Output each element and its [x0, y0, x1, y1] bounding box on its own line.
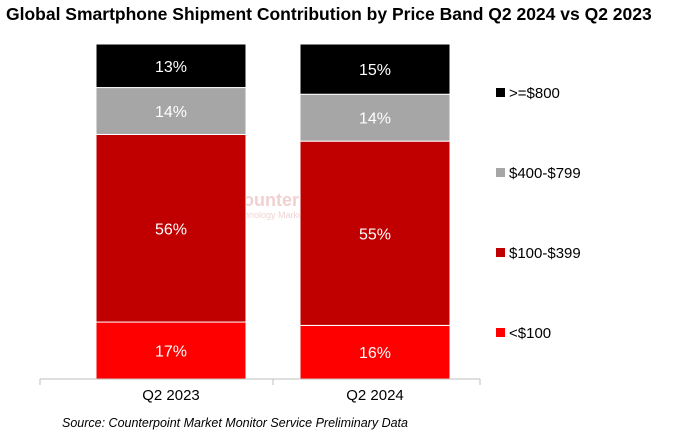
bar-segment-q2-2024-400-799 — [299, 93, 451, 142]
legend-label-800: >=$800 — [509, 85, 560, 102]
bar-segment-q2-2023-800 — [95, 43, 247, 89]
legend-swatch-100 — [496, 328, 505, 337]
data-label-q2-2024-800: 15% — [359, 62, 391, 79]
legend-label-100-399: $100-$399 — [509, 245, 581, 262]
data-label-q2-2024-100-399: 55% — [359, 226, 391, 243]
legend-swatch-800 — [496, 88, 505, 97]
legend-swatch-100-399 — [496, 248, 505, 257]
bar-segment-q2-2024-800 — [299, 43, 451, 95]
legend-label-400-799: $400-$799 — [509, 165, 581, 182]
x-tick-label-q2-2023: Q2 2023 — [142, 387, 200, 404]
data-label-q2-2024-400-799: 14% — [359, 111, 391, 128]
legend-swatch-400-799 — [496, 168, 505, 177]
data-label-q2-2023-800: 13% — [155, 59, 187, 76]
data-label-q2-2024-100: 16% — [359, 345, 391, 362]
bars-layer: 17% 56% 14% 13% Q2 2023 16% 55% 14% 15% Q2 2024 — [39, 43, 481, 404]
x-tick-label-q2-2024: Q2 2024 — [346, 387, 404, 404]
chart-title: Global Smartphone Shipment Contribution … — [6, 4, 652, 24]
bar-segment-q2-2023-100-399 — [95, 133, 247, 323]
data-label-q2-2023-400-799: 14% — [155, 104, 187, 121]
source-note: Source: Counterpoint Market Monitor Serv… — [62, 416, 408, 430]
legend: >=$800 $400-$799 $100-$399 <$100 — [496, 85, 581, 342]
data-label-q2-2023-100-399: 56% — [155, 221, 187, 238]
data-label-q2-2023-100: 17% — [155, 344, 187, 361]
legend-label-100: <$100 — [509, 325, 551, 342]
bar-segment-q2-2023-100 — [95, 321, 247, 380]
